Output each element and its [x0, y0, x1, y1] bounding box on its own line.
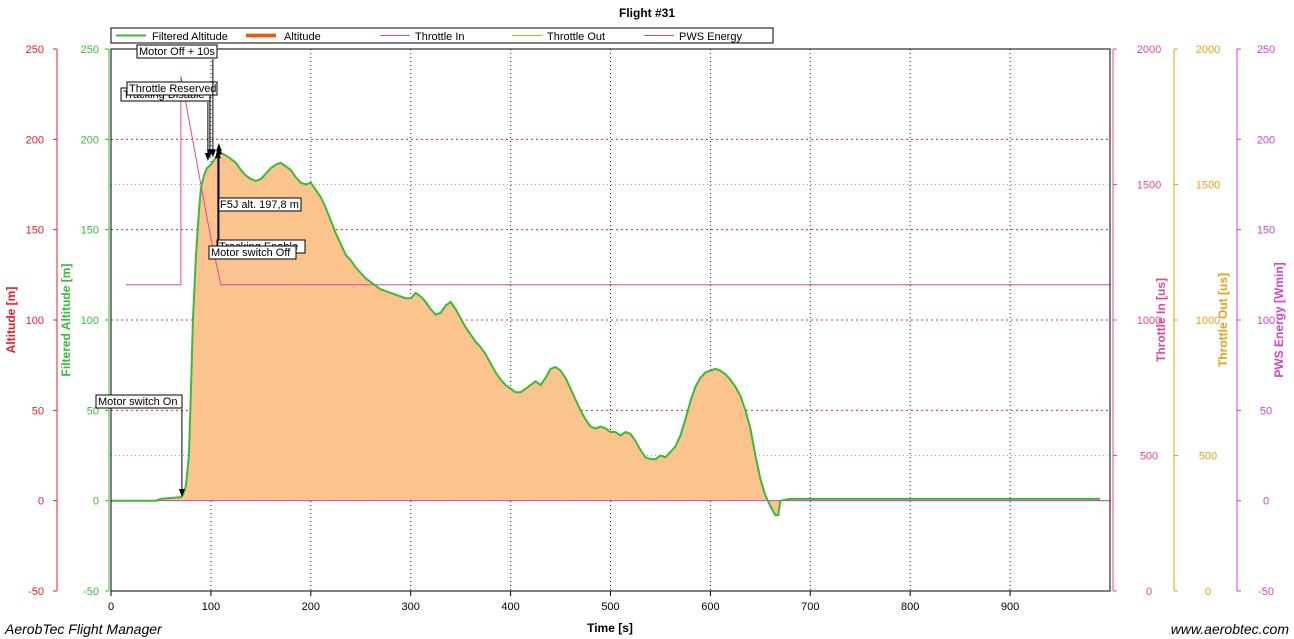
annotation-label: F5J alt. 197,8 m — [220, 199, 299, 211]
y-tick-label: 100 — [81, 315, 99, 327]
y-tick-label: 250 — [1257, 44, 1275, 56]
y-tick-label: 250 — [26, 44, 44, 56]
y-axis-title: Throttle Out [us] — [1216, 273, 1230, 367]
annotation: Motor switch Off — [208, 150, 297, 260]
x-tick-label: 200 — [302, 601, 320, 613]
y-tick-label: 200 — [26, 134, 44, 146]
y-tick-label: 100 — [26, 315, 44, 327]
x-tick-label: 0 — [108, 601, 114, 613]
legend-label: Filtered Altitude — [152, 31, 228, 43]
legend-label: Throttle Out — [547, 31, 605, 43]
annotation-box — [136, 44, 218, 59]
annotation: Motor Off + 10s — [136, 44, 218, 158]
x-tick-label: 400 — [501, 601, 519, 613]
altitude-area — [111, 152, 1101, 516]
y-tick-label: 0 — [38, 496, 44, 508]
y-tick-label: 0 — [93, 496, 99, 508]
chart-title: Flight #31 — [619, 6, 675, 20]
x-axis-title: Time [s] — [587, 621, 633, 635]
y-axis-title: Altitude [m] — [4, 287, 18, 354]
x-tick-label: 700 — [801, 601, 819, 613]
legend-label: Throttle In — [415, 31, 465, 43]
website-label: www.aerobtec.com — [1171, 621, 1290, 637]
x-tick-label: 300 — [402, 601, 420, 613]
y-tick-label: 0 — [1146, 586, 1152, 598]
annotation-box — [95, 394, 183, 409]
x-tick-label: 900 — [1001, 601, 1019, 613]
annotation-arrow — [214, 150, 221, 159]
annotation-label: Motor switch On — [98, 396, 177, 408]
y-tick-label: 150 — [1257, 225, 1275, 237]
y-tick-label: 150 — [81, 225, 99, 237]
y-tick-label: 150 — [26, 225, 44, 237]
annotation-label: Motor switch Off — [211, 247, 291, 259]
y-tick-label: 1000 — [1137, 315, 1161, 327]
y-tick-label: -50 — [28, 586, 44, 598]
y-tick-label: 50 — [1260, 405, 1272, 417]
y-tick-label: -50 — [1258, 586, 1274, 598]
annotation-label: Throttle Reserved — [129, 83, 216, 95]
y-tick-label: -50 — [83, 586, 99, 598]
axes-layer: 0 100 200 300 400 500 600 700 800 900-50050100150… — [4, 44, 1286, 613]
y-tick-label: 500 — [1140, 451, 1158, 463]
annotation: Throttle Reserved — [126, 81, 218, 158]
legend: Filtered Altitude Altitude Throttle In Thro… — [110, 27, 774, 44]
app-name-label: AerobTec Flight Manager — [4, 621, 163, 637]
filtered-altitude-line — [111, 150, 1100, 517]
annotation-layer: Motor switch OnTracking DisableThrottle … — [95, 44, 306, 498]
y-tick-label: 2000 — [1137, 44, 1161, 56]
y-tick-label: 50 — [32, 405, 44, 417]
annotation-arrow — [209, 149, 216, 158]
x-tick-label: 800 — [901, 601, 919, 613]
y-tick-label: 200 — [1257, 134, 1275, 146]
x-tick-label: 100 — [202, 601, 220, 613]
y-tick-label: 200 — [81, 134, 99, 146]
annotation: Motor switch On — [95, 394, 185, 498]
y-axis-title: PWS Energy [Wmin] — [1272, 262, 1286, 377]
throttle-in-line — [126, 76, 1110, 286]
series-layer — [111, 76, 1110, 517]
y-axis-title: Throttle In [us] — [1154, 278, 1168, 362]
annotation-box — [126, 81, 218, 96]
legend-label: Altitude — [284, 31, 321, 43]
x-tick-label: 600 — [701, 601, 719, 613]
annotation-label: Motor Off + 10s — [139, 46, 215, 58]
y-tick-label: 1500 — [1196, 180, 1220, 192]
y-tick-label: 250 — [81, 44, 99, 56]
y-tick-label: 0 — [1205, 586, 1211, 598]
y-axis-title: Filtered Altitude [m] — [59, 264, 73, 377]
legend-label: PWS Energy — [679, 31, 742, 43]
annotation-box — [208, 245, 297, 260]
legend-box — [110, 27, 774, 44]
y-tick-label: 100 — [1257, 315, 1275, 327]
y-tick-label: 0 — [1263, 496, 1269, 508]
y-tick-label: 1500 — [1137, 180, 1161, 192]
x-tick-label: 500 — [601, 601, 619, 613]
y-tick-label: 2000 — [1196, 44, 1220, 56]
y-tick-label: 1000 — [1196, 315, 1220, 327]
y-tick-label: 500 — [1199, 451, 1217, 463]
annotation-arrow — [178, 489, 185, 498]
